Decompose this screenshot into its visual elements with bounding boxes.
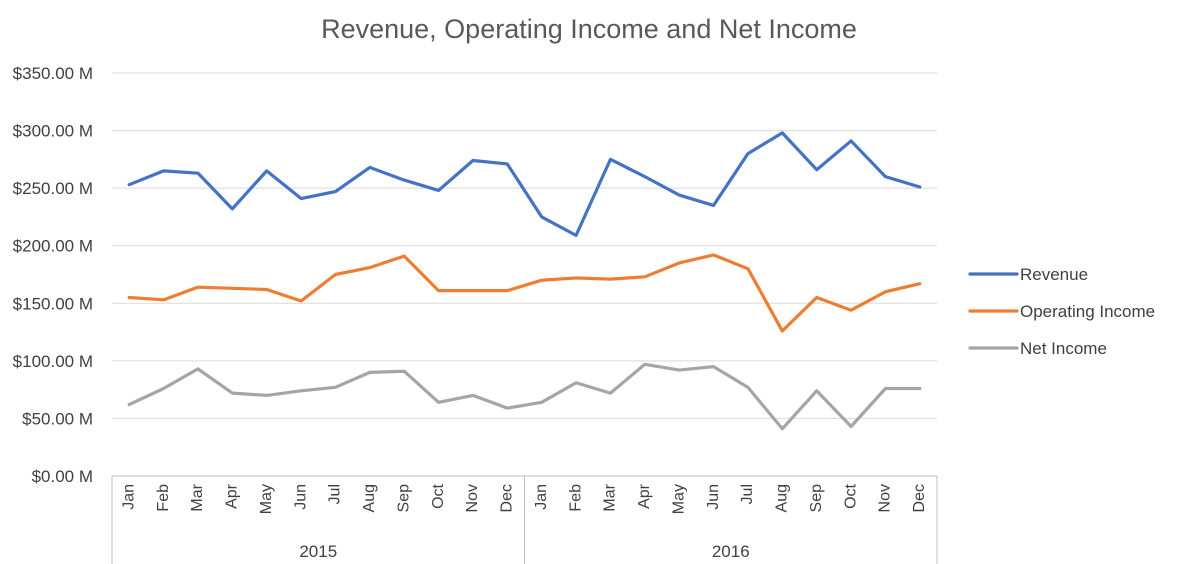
x-tick-label: May bbox=[258, 484, 275, 514]
x-tick-label: Apr bbox=[636, 483, 653, 509]
x-tick-label: Mar bbox=[602, 483, 619, 511]
x-tick-label: Aug bbox=[361, 484, 378, 512]
y-tick-label: $250.00 M bbox=[13, 179, 93, 198]
series-line bbox=[127, 131, 922, 237]
x-tick-label: Jul bbox=[327, 484, 344, 504]
x-tick-label: Jun bbox=[292, 484, 309, 510]
legend-label: Revenue bbox=[1020, 265, 1088, 284]
legend-label: Net Income bbox=[1020, 339, 1107, 358]
y-tick-label: $300.00 M bbox=[13, 122, 93, 141]
chart-title: Revenue, Operating Income and Net Income bbox=[321, 14, 857, 44]
x-axis-ticks: Jan Feb Mar Apr May Jun Jul Aug Sep Oct Nov Dec Jan F… bbox=[120, 483, 928, 561]
gridlines bbox=[112, 72, 937, 419]
x-tick-label: May bbox=[670, 484, 687, 514]
x-group-label: 2016 bbox=[712, 542, 750, 561]
legend-label: Operating Income bbox=[1020, 302, 1155, 321]
x-tick-label: Sep bbox=[808, 484, 825, 513]
x-tick-label: Apr bbox=[224, 483, 241, 509]
x-axis bbox=[111, 475, 938, 564]
y-tick-label: $150.00 M bbox=[13, 294, 93, 313]
x-tick-label: Jul bbox=[739, 484, 756, 504]
x-tick-label: Oct bbox=[430, 483, 447, 508]
x-tick-label: Feb bbox=[567, 484, 584, 512]
x-tick-label: Oct bbox=[842, 483, 859, 508]
x-tick-label: Nov bbox=[464, 484, 481, 512]
y-tick-label: $350.00 M bbox=[13, 64, 93, 83]
x-tick-label: Dec bbox=[911, 484, 928, 512]
x-group-label: 2015 bbox=[299, 542, 337, 561]
x-tick-label: Feb bbox=[155, 484, 172, 512]
x-tick-label: Sep bbox=[395, 484, 412, 513]
y-tick-label: $100.00 M bbox=[13, 352, 93, 371]
x-tick-label: Mar bbox=[189, 483, 206, 511]
x-tick-label: Aug bbox=[774, 484, 791, 512]
series-line bbox=[127, 253, 922, 333]
x-tick-label: Jan bbox=[533, 484, 550, 510]
y-tick-label: $0.00 M bbox=[32, 467, 93, 486]
x-tick-label: Jun bbox=[705, 484, 722, 510]
x-tick-label: Jan bbox=[120, 484, 137, 510]
series-line bbox=[127, 362, 922, 431]
legend: Revenue Operating Income Net Income bbox=[968, 265, 1155, 358]
series-lines bbox=[127, 131, 922, 431]
y-axis-ticks: $0.00 M $50.00 M $100.00 M $150.00 M $200.00… bbox=[13, 64, 93, 486]
x-tick-label: Nov bbox=[877, 484, 894, 512]
y-tick-label: $200.00 M bbox=[13, 237, 93, 256]
y-tick-label: $50.00 M bbox=[22, 409, 93, 428]
x-tick-label: Dec bbox=[499, 484, 516, 512]
